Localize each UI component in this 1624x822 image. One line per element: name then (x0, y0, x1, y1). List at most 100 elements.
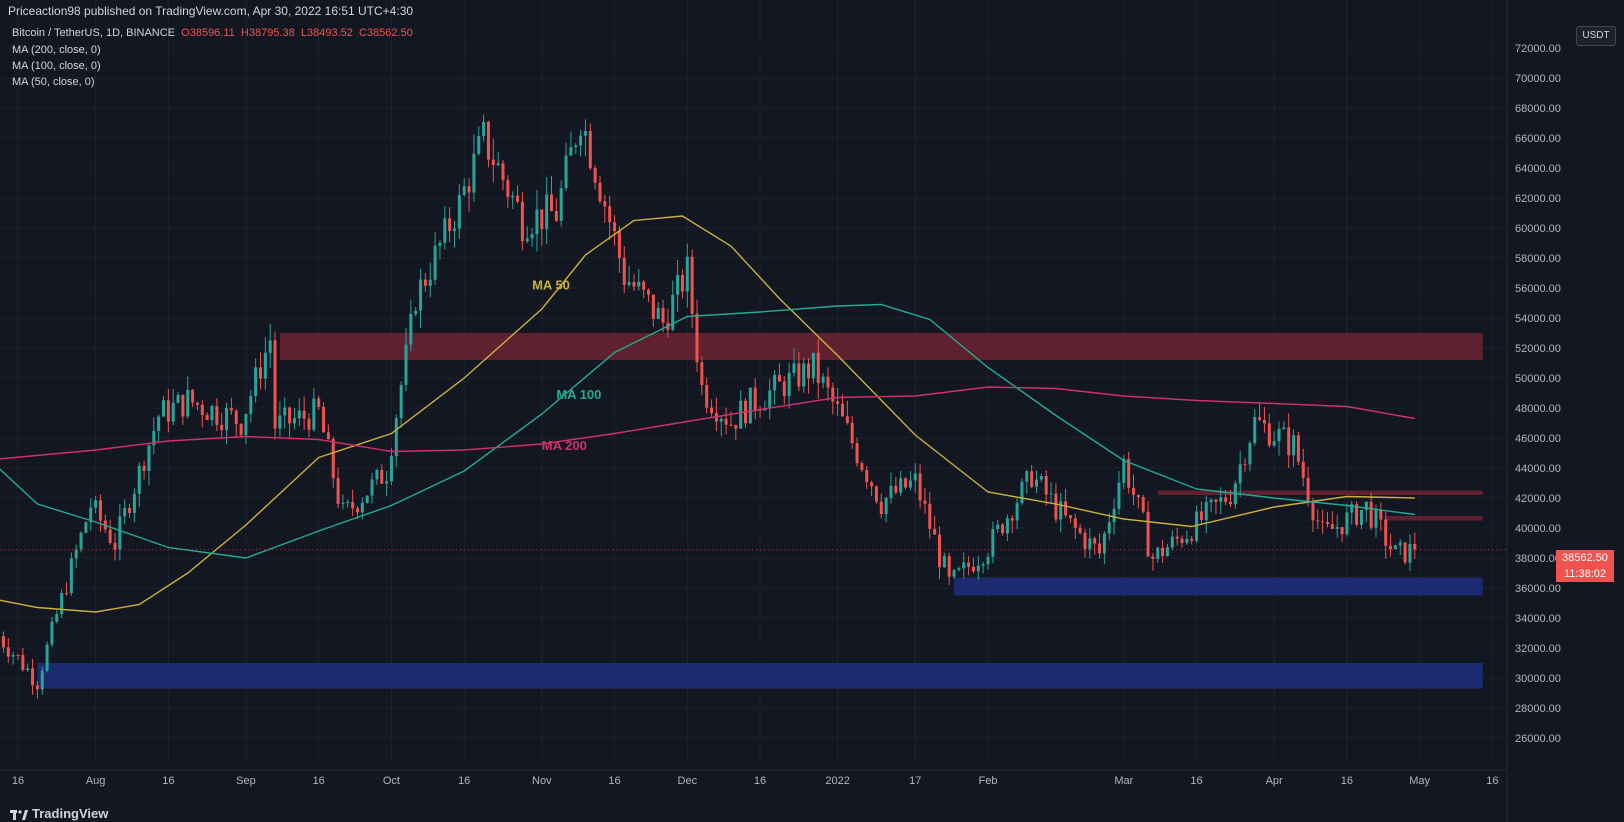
candle-body (79, 532, 83, 550)
candle-body (132, 493, 136, 514)
candle-body (40, 670, 44, 690)
candle-body (404, 344, 408, 385)
candle-body (816, 352, 820, 383)
y-tick-label: 28000.00 (1515, 703, 1561, 715)
indicator-ma50[interactable]: MA (50, close, 0) (12, 76, 95, 88)
x-tick-label: 17 (909, 775, 921, 787)
candle-body (690, 256, 694, 314)
candle-body (98, 500, 102, 521)
y-tick-label: 62000.00 (1515, 193, 1561, 205)
candle-body (234, 410, 238, 425)
y-tick-label: 58000.00 (1515, 253, 1561, 265)
candle-body (705, 385, 709, 408)
candle-body (336, 478, 340, 504)
candle-body (962, 562, 966, 569)
candle-body (1, 636, 5, 648)
tradingview-brand: TradingView (10, 806, 108, 821)
candle-body (1093, 538, 1097, 544)
candle-body (554, 210, 558, 221)
annotation-ma200: MA 200 (542, 438, 587, 453)
y-tick-label: 72000.00 (1515, 43, 1561, 55)
candle-body (884, 497, 888, 515)
y-tick-label: 26000.00 (1515, 733, 1561, 745)
candle-body (952, 570, 956, 577)
candle-body (695, 313, 699, 363)
candle-body (322, 406, 326, 433)
candle-body (986, 556, 990, 565)
candle-body (894, 485, 898, 493)
candle-body (1311, 501, 1315, 521)
candle-body (729, 424, 733, 426)
candle-body (971, 566, 975, 572)
candle-body (147, 445, 151, 471)
candle-body (797, 363, 801, 387)
candle-body (850, 422, 854, 443)
tradingview-logo-icon (10, 809, 28, 820)
candle-body (564, 155, 568, 189)
candle-body (1214, 499, 1218, 502)
candle-body (259, 367, 262, 379)
candle-body (530, 234, 534, 239)
candle-body (938, 534, 941, 568)
brand-name: TradingView (32, 806, 109, 821)
candle-body (627, 282, 631, 286)
candle-body (1262, 419, 1266, 424)
ohlc-low: L38493.52 (300, 27, 353, 39)
candle-body (69, 558, 73, 594)
annotation-ma50: MA 50 (532, 278, 570, 293)
candle-body (1393, 545, 1397, 550)
candle-body (1175, 536, 1179, 539)
candle-body (777, 375, 781, 382)
indicator-ma200[interactable]: MA (200, close, 0) (12, 44, 101, 56)
candle-body (1335, 527, 1339, 529)
candle-body (317, 398, 321, 407)
x-tick-label: May (1409, 775, 1430, 787)
candle-body (874, 486, 878, 502)
candle-body (1229, 501, 1232, 505)
candle-body (550, 194, 553, 211)
candle-body (942, 556, 946, 568)
candle-body (288, 407, 292, 424)
candle-body (928, 503, 932, 529)
candle-body (1199, 511, 1203, 521)
candle-body (1107, 522, 1111, 534)
candle-body (1161, 547, 1165, 557)
candle-body (268, 340, 272, 353)
candle-body (443, 218, 447, 243)
candle-body (409, 314, 413, 345)
x-tick-label: 2022 (825, 775, 849, 787)
candle-body (229, 407, 233, 411)
annotation-ma100: MA 100 (556, 387, 601, 402)
x-tick-label: 16 (608, 775, 620, 787)
candle-body (535, 209, 539, 235)
x-tick-label: 16 (313, 775, 325, 787)
x-tick-label: 16 (1190, 775, 1202, 787)
indicator-ma100[interactable]: MA (100, close, 0) (12, 60, 101, 72)
ohlc-high: H38795.38 (240, 27, 295, 39)
y-tick-label: 44000.00 (1515, 463, 1561, 475)
candle-body (385, 481, 389, 484)
candle-body (967, 562, 971, 567)
candle-body (831, 387, 835, 402)
candle-body (1054, 493, 1058, 520)
currency-unit-button[interactable]: USDT (1576, 26, 1616, 46)
candle-body (1364, 501, 1368, 510)
candle-body (55, 614, 59, 622)
candle-body (1326, 522, 1329, 525)
candle-body (719, 418, 723, 422)
candle-body (249, 395, 253, 414)
candle-body (501, 163, 505, 181)
candle-body (176, 394, 180, 403)
candle-body (613, 222, 617, 232)
y-tick-label: 46000.00 (1515, 433, 1561, 445)
candle-body (632, 282, 636, 287)
candle-body (1127, 458, 1131, 488)
candle-body (1296, 435, 1300, 462)
y-tick-label: 52000.00 (1515, 343, 1561, 355)
candle-body (496, 163, 500, 166)
candle-body (399, 384, 403, 419)
candle-body (773, 375, 777, 391)
candle-body (1316, 520, 1320, 522)
candle-body (904, 478, 908, 488)
